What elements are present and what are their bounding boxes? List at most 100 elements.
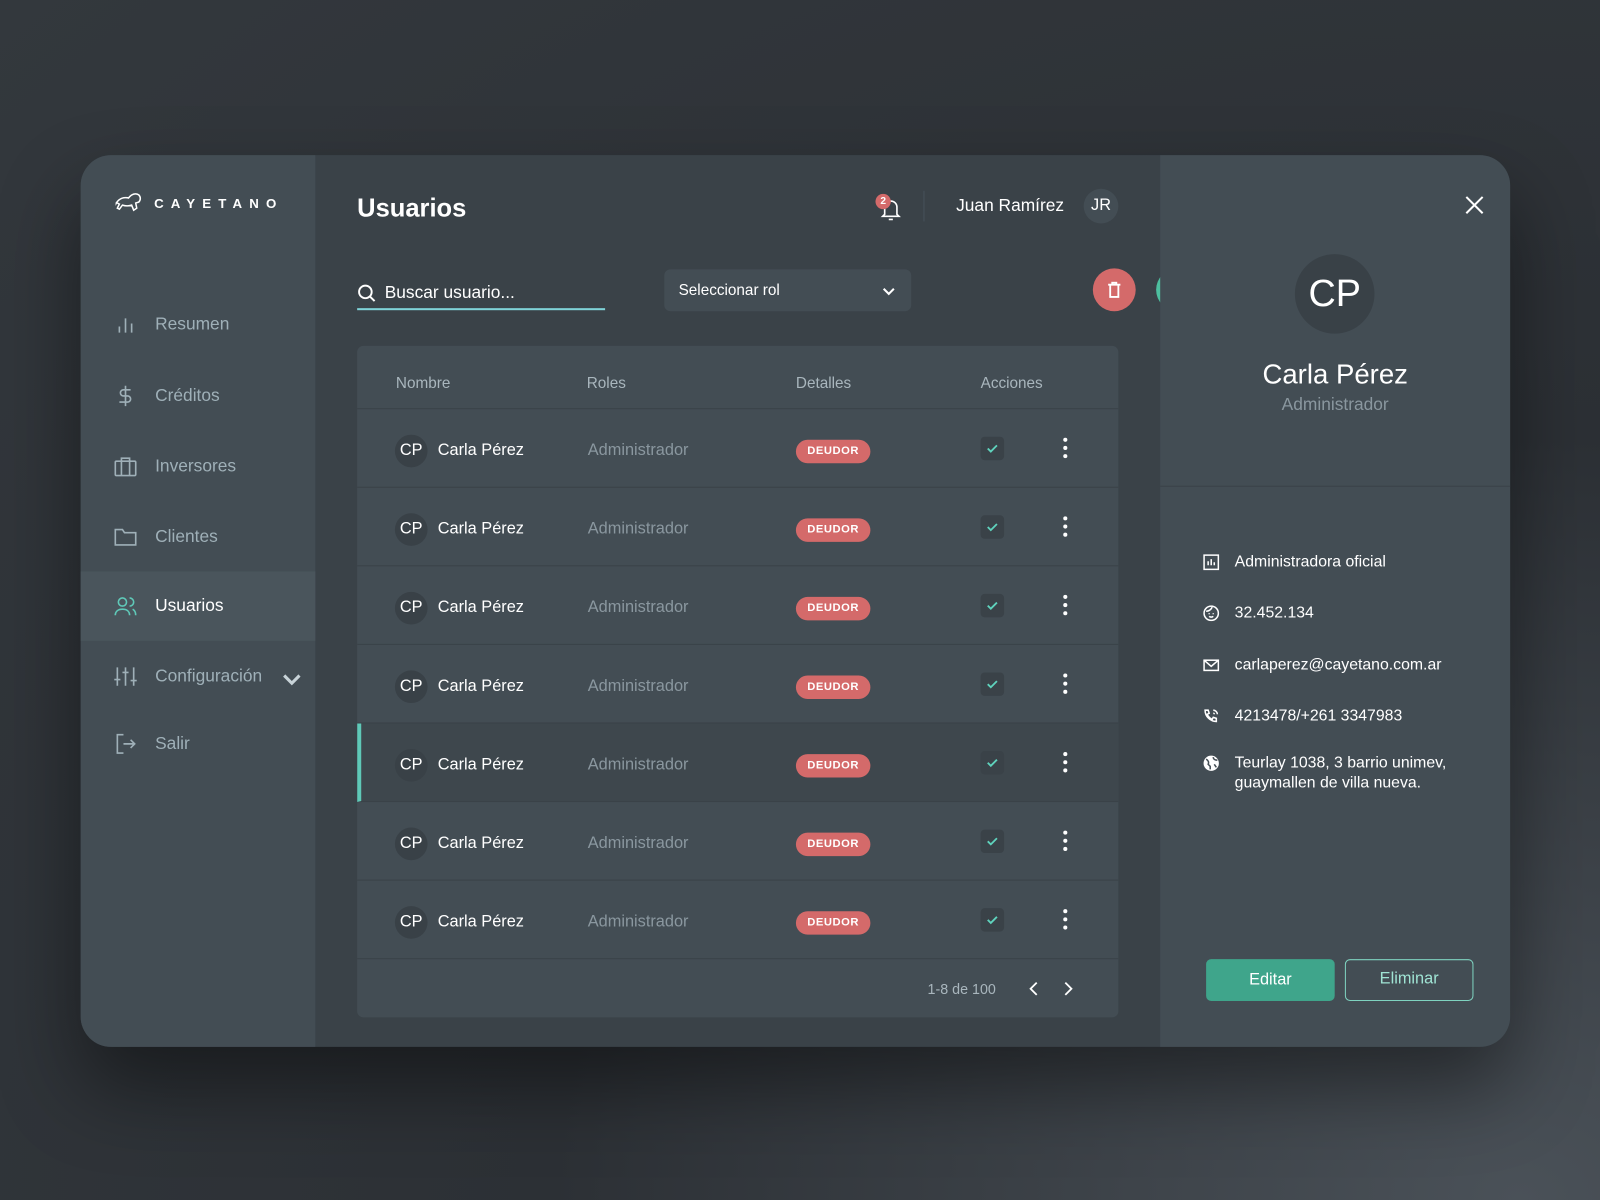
sidebar-item-resumen[interactable]: Resumen: [81, 290, 316, 359]
close-icon[interactable]: [1463, 194, 1485, 216]
row-role: Administrador: [587, 520, 689, 538]
status-badge: DEUDOR: [795, 754, 871, 778]
sliders-icon: [114, 667, 137, 686]
more-options-icon[interactable]: [1057, 752, 1073, 773]
column-header-detalles[interactable]: Detalles: [795, 374, 852, 392]
row-role: Administrador: [587, 677, 689, 695]
dollar-icon: [119, 385, 132, 407]
column-header-acciones: Acciones: [980, 374, 1043, 392]
sidebar-item-clientes[interactable]: Clientes: [81, 502, 316, 571]
chevron-down-icon: [882, 287, 895, 295]
check-icon: [987, 759, 998, 768]
column-header-nombre[interactable]: Nombre: [395, 374, 451, 392]
row-checkbox[interactable]: [980, 515, 1005, 539]
status-badge: DEUDOR: [795, 596, 871, 621]
mail-icon: [1203, 659, 1220, 672]
check-icon: [987, 916, 998, 925]
more-options-icon[interactable]: [1057, 516, 1073, 537]
logo[interactable]: CAYETANO: [113, 191, 283, 215]
pagination-text: 1-8 de 100: [927, 980, 996, 997]
info-position: Administradora oficial: [1203, 552, 1386, 572]
role-select[interactable]: Seleccionar rol: [664, 269, 912, 312]
sidebar-item-label: Salir: [155, 733, 190, 754]
chevron-right-icon[interactable]: [1059, 979, 1077, 999]
table-row[interactable]: CP Carla Pérez Administrador DEUDOR: [357, 723, 1119, 803]
user-name[interactable]: Juan Ramírez: [956, 195, 1065, 216]
row-checkbox[interactable]: [980, 908, 1005, 932]
row-avatar: CP: [394, 827, 428, 861]
row-checkbox[interactable]: [980, 593, 1005, 618]
sidebar-item-label: Resumen: [155, 314, 230, 334]
page-title: Usuarios: [357, 193, 467, 223]
row-checkbox[interactable]: [980, 829, 1005, 854]
sidebar-item-label: Usuarios: [155, 595, 224, 616]
row-avatar: CP: [394, 591, 428, 625]
delete-button[interactable]: [1092, 268, 1136, 312]
sidebar-item-inversores[interactable]: Inversores: [81, 432, 316, 501]
search-input[interactable]: Buscar usuario...: [357, 278, 606, 311]
row-avatar: CP: [394, 748, 428, 782]
sidebar-item-creditos[interactable]: Créditos: [81, 361, 316, 430]
more-options-icon[interactable]: [1057, 830, 1073, 852]
brand-name: CAYETANO: [154, 195, 284, 211]
app-window: CAYETANO Resumen Créditos Inversores Cli…: [80, 155, 1511, 1047]
row-name: Carla Pérez: [437, 441, 524, 460]
status-badge: DEUDOR: [795, 518, 871, 542]
status-badge: DEUDOR: [795, 832, 871, 857]
divider: [1160, 485, 1511, 487]
report-icon: [1203, 554, 1220, 571]
info-text: Administradora oficial: [1234, 553, 1386, 571]
table-row[interactable]: CP Carla Pérez Administrador DEUDOR: [357, 645, 1119, 724]
info-text: 4213478/+261 3347983: [1234, 707, 1403, 725]
sidebar-item-configuracion[interactable]: Configuración: [81, 642, 316, 711]
sidebar-item-label: Inversores: [155, 456, 237, 476]
sidebar-item-usuarios[interactable]: Usuarios: [80, 571, 316, 641]
user-avatar[interactable]: JR: [1083, 188, 1119, 224]
folder-icon: [114, 528, 137, 546]
more-options-icon[interactable]: [1057, 437, 1073, 459]
more-options-icon[interactable]: [1057, 909, 1073, 930]
table-row[interactable]: CP Carla Pérez Administrador DEUDOR: [357, 881, 1119, 960]
more-options-icon[interactable]: [1057, 673, 1073, 694]
table-row[interactable]: CP Carla Pérez Administrador DEUDOR: [357, 409, 1119, 488]
status-badge: DEUDOR: [795, 911, 871, 935]
row-checkbox[interactable]: [980, 436, 1005, 461]
column-header-roles[interactable]: Roles: [586, 374, 626, 392]
search-icon: [358, 284, 376, 302]
delete-user-button[interactable]: Eliminar: [1344, 959, 1474, 1002]
table-row[interactable]: CP Carla Pérez Administrador DEUDOR: [357, 488, 1119, 567]
horse-logo-icon: [115, 193, 142, 212]
table-row[interactable]: CP Carla Pérez Administrador DEUDOR: [357, 802, 1119, 881]
chevron-left-icon[interactable]: [1024, 979, 1042, 999]
users-table: Nombre Roles Detalles Acciones CP Carla P…: [357, 345, 1119, 1018]
bar-chart-icon: [118, 318, 133, 333]
info-dni: 32.452.134: [1203, 603, 1314, 623]
info-text: 32.452.134: [1234, 604, 1314, 622]
users-icon: [114, 597, 137, 616]
role-select-value: Seleccionar rol: [678, 281, 780, 299]
phone-icon: [1204, 709, 1219, 723]
user-detail-panel: CP Carla Pérez Administrador Administrad…: [1160, 155, 1511, 1047]
row-role: Administrador: [587, 913, 689, 931]
check-icon: [987, 837, 998, 846]
row-checkbox[interactable]: [980, 672, 1005, 696]
check-icon: [987, 680, 998, 689]
row-name: Carla Pérez: [437, 677, 524, 695]
sidebar-item-label: Créditos: [155, 385, 220, 406]
table-row[interactable]: CP Carla Pérez Administrador DEUDOR: [357, 566, 1119, 645]
chevron-down-icon[interactable]: [280, 666, 304, 690]
info-text[interactable]: carlaperez@cayetano.com.ar: [1234, 656, 1442, 674]
detail-role: Administrador: [1281, 394, 1389, 415]
row-checkbox[interactable]: [980, 751, 1005, 775]
row-avatar: CP: [394, 906, 428, 939]
globe-icon: [1203, 755, 1219, 771]
more-options-icon[interactable]: [1057, 594, 1073, 616]
notification-badge: 2: [875, 193, 891, 210]
check-icon: [987, 601, 998, 610]
info-phone: 4213478/+261 3347983: [1203, 706, 1402, 726]
info-text: Teurlay 1038, 3 barrio unimev, guaymalle…: [1234, 754, 1447, 792]
briefcase-icon: [114, 457, 137, 477]
info-address: Teurlay 1038, 3 barrio unimev, guaymalle…: [1203, 753, 1468, 794]
sidebar-item-salir[interactable]: Salir: [81, 709, 316, 778]
edit-button[interactable]: Editar: [1206, 959, 1335, 1002]
